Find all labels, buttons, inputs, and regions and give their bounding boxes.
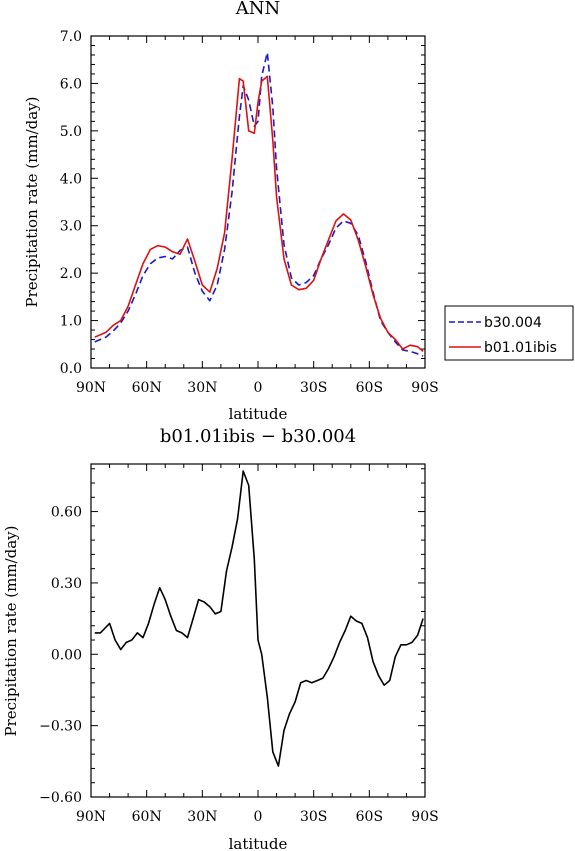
- bottom-chart-title: b01.01ibis − b30.004: [160, 426, 356, 447]
- bottom-y-tick-label: −0.30: [39, 719, 82, 735]
- top-x-tick-label: 30N: [187, 380, 217, 396]
- bottom-x-axis-title: latitude: [229, 835, 288, 851]
- top-y-axis-title: Precipitation rate (mm/day): [23, 96, 41, 307]
- bottom-x-tick-label: 90N: [76, 809, 106, 825]
- top-x-tick-label: 90S: [411, 380, 438, 396]
- top-y-tick-label: 7.0: [60, 29, 82, 45]
- bottom-x-tick-label: 30S: [300, 809, 327, 825]
- bottom-x-tick-label: 30N: [187, 809, 217, 825]
- top-chart-panel: ANN 90N 60N 30N 0 30S 60S 90S 0.0 1.0 2.0 3.0 4.0 5.…: [23, 0, 574, 423]
- top-x-tick-label: 60N: [132, 380, 162, 396]
- top-x-tick-label: 30S: [300, 380, 327, 396]
- top-chart-series: [94, 51, 424, 357]
- top-y-tick-label: 0.0: [60, 361, 82, 377]
- bottom-y-tick-label: 0.60: [51, 505, 82, 521]
- top-x-axis-title: latitude: [229, 405, 288, 423]
- legend-box: [444, 305, 574, 361]
- top-x-tick-label: 90N: [76, 380, 106, 396]
- top-series-line-b01-01ibis: [94, 75, 424, 353]
- bottom-chart-axes: 90N 60N 30N 0 30S 60S 90S −0.60 −0.30 0.00 0.30 0.6…: [39, 463, 439, 825]
- top-y-tick-label: 3.0: [60, 219, 82, 235]
- bottom-x-tick-label: 60N: [132, 809, 162, 825]
- top-series-line-b30-004: [94, 51, 424, 357]
- top-chart-axes: 90N 60N 30N 0 30S 60S 90S 0.0 1.0 2.0 3.0 4.0 5.0 6.0…: [60, 29, 439, 396]
- bottom-x-tick-label: 60S: [356, 809, 383, 825]
- bottom-y-tick-label: −0.60: [39, 790, 82, 806]
- bottom-x-tick-label: 90S: [411, 809, 438, 825]
- top-x-tick-label: 0: [254, 380, 263, 396]
- legend-label-b30-004: b30.004: [484, 315, 542, 331]
- top-x-tick-label: 60S: [356, 380, 383, 396]
- bottom-x-tick-label: 0: [254, 809, 263, 825]
- bottom-series-line-difference: [94, 470, 424, 767]
- top-y-tick-label: 5.0: [60, 124, 82, 140]
- top-chart-title: ANN: [235, 0, 281, 19]
- bottom-y-tick-label: 0.30: [51, 576, 82, 592]
- top-y-tick-label: 6.0: [60, 76, 82, 92]
- bottom-y-axis-title: Precipitation rate (mm/day): [2, 525, 20, 736]
- bottom-chart-series: [94, 470, 424, 767]
- top-y-tick-label: 1.0: [60, 314, 82, 330]
- legend-label-b01-01ibis: b01.01ibis: [484, 340, 557, 356]
- top-y-tick-label: 2.0: [60, 266, 82, 282]
- top-y-tick-label: 4.0: [60, 171, 82, 187]
- top-plot-frame: [90, 35, 426, 369]
- legend: b30.004 b01.01ibis: [444, 305, 574, 361]
- bottom-chart-panel: b01.01ibis − b30.004 90N 60N 30N 0 30S 60S 90S…: [2, 426, 439, 851]
- bottom-y-tick-label: 0.00: [51, 647, 82, 663]
